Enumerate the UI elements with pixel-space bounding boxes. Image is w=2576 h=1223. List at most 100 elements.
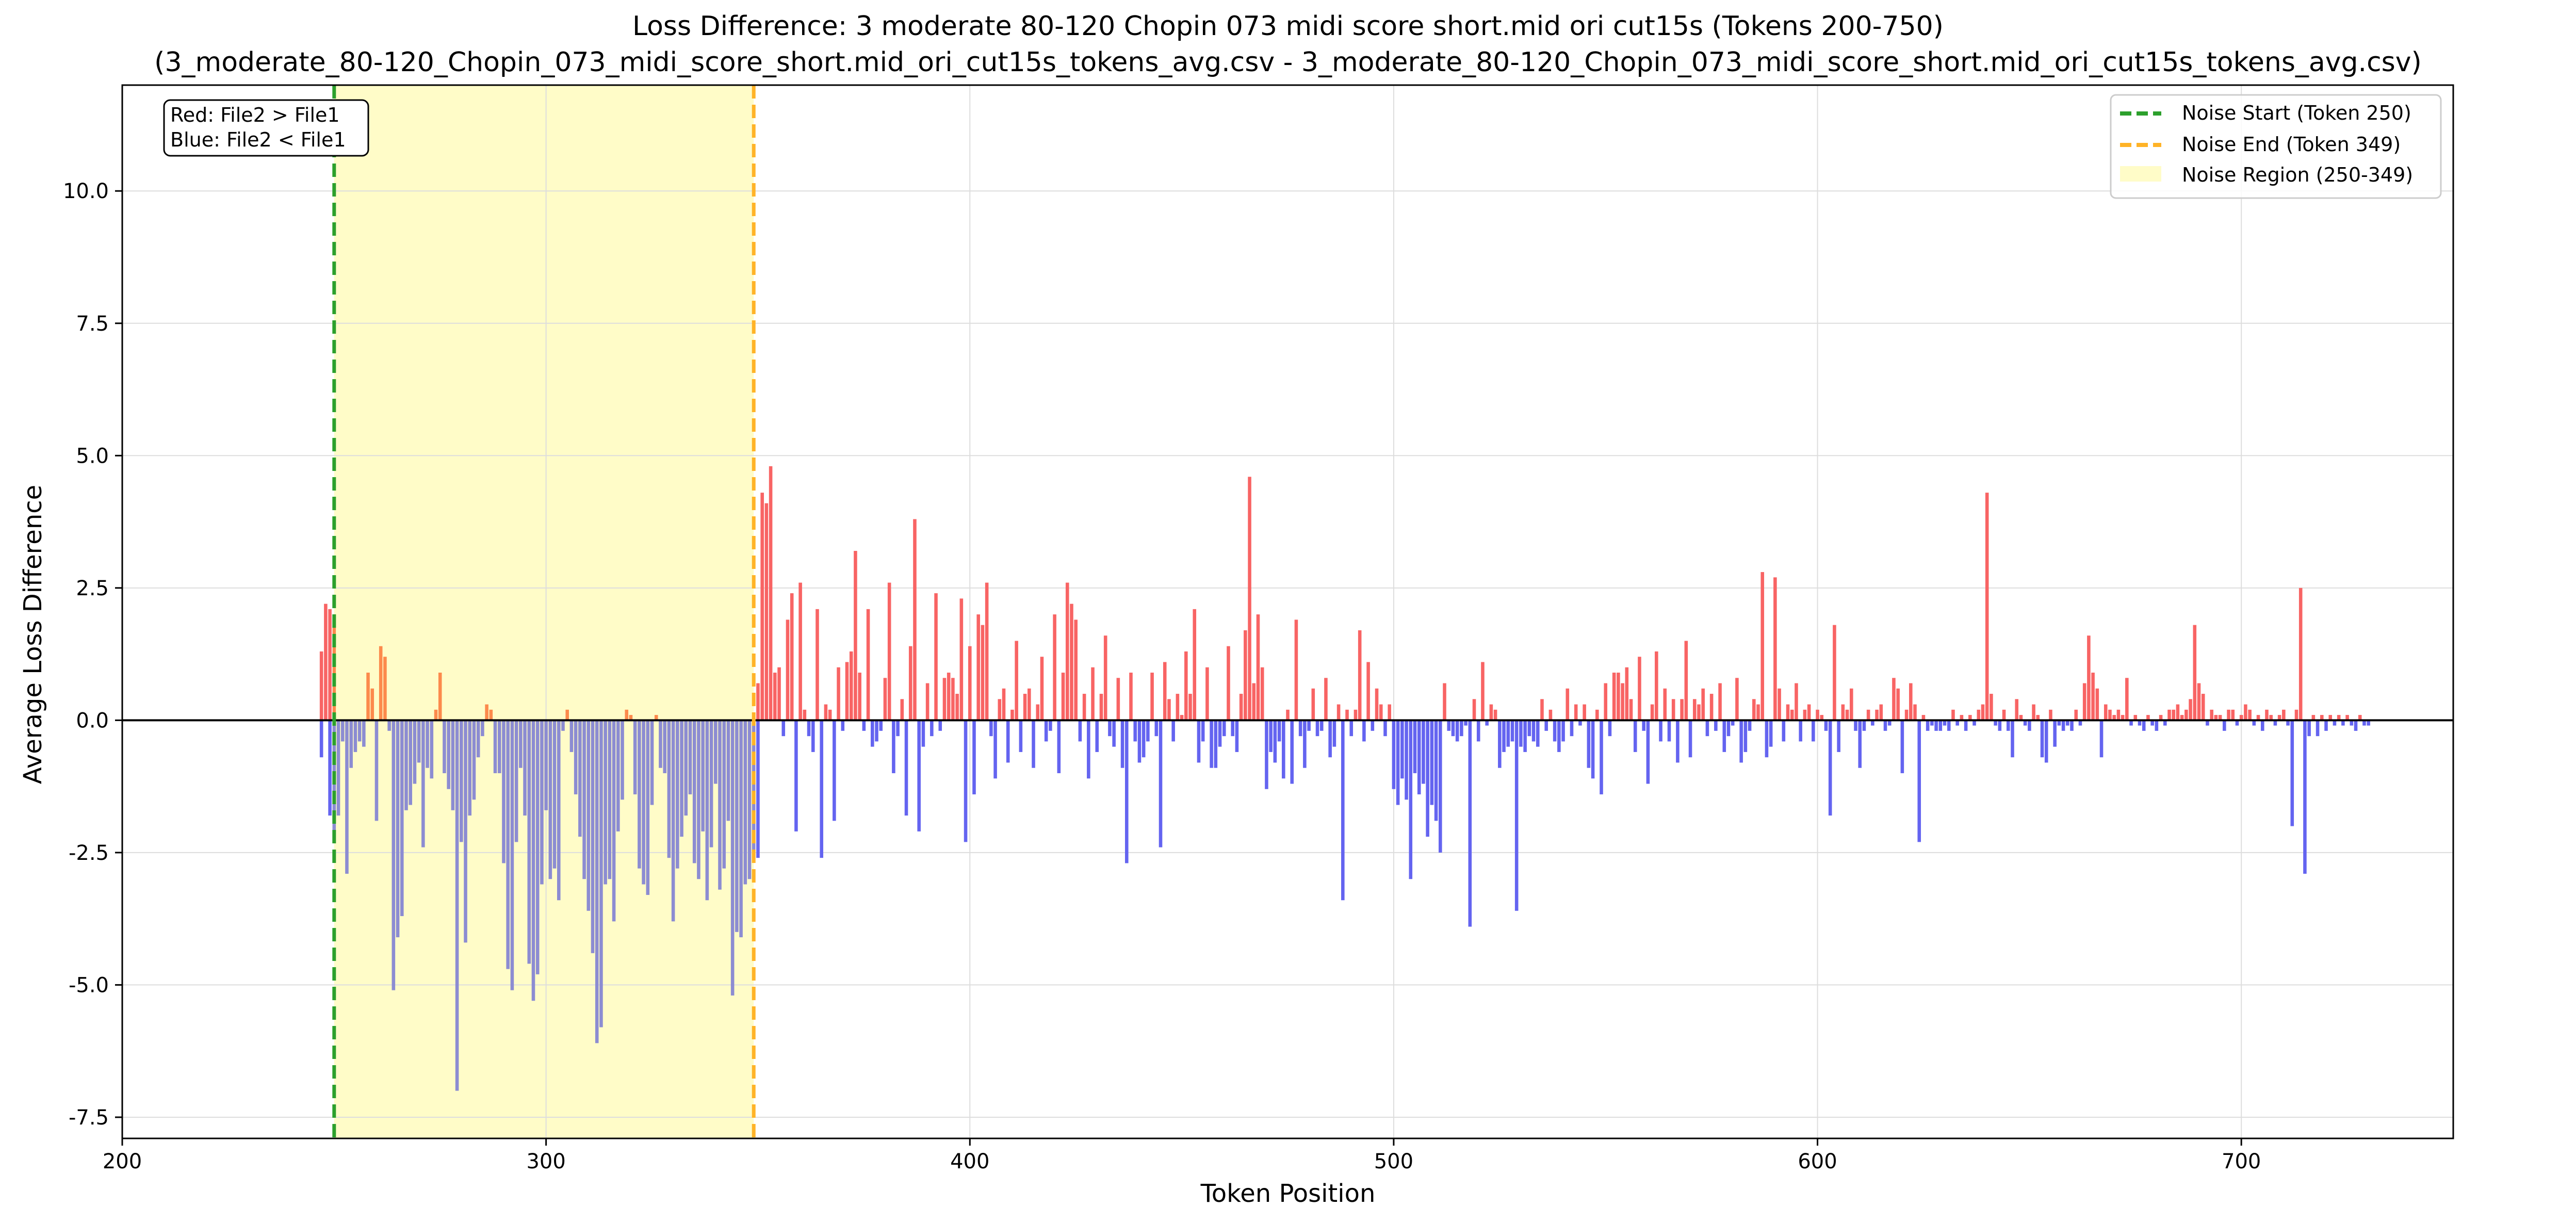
bar <box>1015 641 1018 721</box>
bar <box>1481 662 1485 721</box>
bar <box>1265 720 1268 789</box>
bar <box>1430 720 1434 805</box>
bar <box>1548 709 1553 721</box>
bar <box>1214 720 1218 768</box>
x-tick-label: 700 <box>2222 1150 2261 1173</box>
bar <box>578 720 582 837</box>
bar <box>887 582 891 721</box>
bar <box>1061 673 1065 721</box>
bar <box>2133 715 2138 721</box>
bar <box>1205 667 1209 721</box>
bar <box>1167 699 1171 721</box>
bar <box>2040 720 2044 758</box>
bar <box>2324 720 2328 731</box>
bar <box>1849 688 1853 721</box>
bar <box>2057 720 2061 726</box>
bar <box>2036 715 2040 721</box>
bar <box>1413 720 1417 773</box>
bar <box>2223 720 2226 731</box>
bar <box>1315 720 1319 737</box>
bar <box>1146 720 1150 742</box>
bar <box>1006 720 1010 763</box>
y-axis-label: Average Loss Difference <box>19 485 47 784</box>
bar <box>2362 720 2366 726</box>
bar <box>2108 709 2112 721</box>
bar <box>1709 694 1714 721</box>
bar <box>2244 704 2247 721</box>
bar <box>1485 720 1489 726</box>
bar <box>1070 604 1073 721</box>
bar <box>1354 709 1358 721</box>
bar <box>701 720 705 831</box>
bar <box>2129 720 2133 726</box>
bar <box>833 720 836 821</box>
bar <box>1816 709 1819 721</box>
bar <box>599 720 603 1028</box>
bar <box>1913 704 1917 721</box>
bar <box>1311 688 1315 721</box>
bar <box>1439 720 1442 853</box>
x-tick-label: 400 <box>950 1150 989 1173</box>
bar <box>2044 720 2048 763</box>
bar <box>2150 720 2154 726</box>
bar <box>756 720 760 858</box>
bar <box>718 720 722 890</box>
bar <box>1099 694 1103 721</box>
bar <box>680 720 683 837</box>
bar <box>2298 588 2303 721</box>
bar <box>2074 709 2078 721</box>
bar <box>1833 625 1836 721</box>
bar <box>1184 651 1188 721</box>
bar <box>1684 641 1688 721</box>
bar <box>2265 709 2269 721</box>
bar <box>2269 715 2273 721</box>
legend: Noise Start (Token 250) Noise End (Token… <box>2110 94 2442 199</box>
bar <box>523 720 527 816</box>
annotation-line-blue: Blue: File2 < File1 <box>170 128 346 151</box>
bar <box>659 720 662 768</box>
y-tick-label: -5.0 <box>69 973 109 997</box>
bar <box>1904 709 1909 721</box>
legend-noise-start-label: Noise Start (Token 250) <box>2182 102 2411 124</box>
bar <box>976 614 980 721</box>
bar <box>519 720 523 768</box>
bar <box>1129 673 1133 721</box>
bar <box>2214 715 2218 721</box>
bar <box>1074 619 1078 721</box>
bar <box>2367 720 2370 726</box>
bar <box>1531 720 1536 742</box>
bar <box>531 720 535 1001</box>
bar <box>1629 699 1633 721</box>
bar <box>1252 683 1256 721</box>
bar <box>1116 678 1120 721</box>
bar <box>2028 720 2031 731</box>
bar <box>1400 720 1404 779</box>
bar <box>1307 720 1311 731</box>
noise-region <box>334 85 754 1138</box>
bar <box>1358 630 1362 721</box>
bar <box>1934 720 1938 731</box>
bar <box>2316 720 2320 737</box>
bar <box>1807 704 1811 721</box>
bar <box>739 720 743 938</box>
bar <box>1650 704 1654 721</box>
bar <box>349 720 353 768</box>
bar <box>1570 720 1574 737</box>
bar <box>1269 720 1273 752</box>
bar <box>803 709 807 721</box>
bar <box>1947 720 1951 731</box>
bar <box>1197 720 1201 763</box>
bar <box>1837 720 1840 752</box>
bar <box>646 720 650 895</box>
bar <box>1930 720 1934 726</box>
bar <box>2273 720 2277 726</box>
bar <box>875 720 878 742</box>
bar <box>688 720 692 795</box>
bar <box>1680 699 1684 721</box>
bar <box>1049 720 1052 731</box>
bar <box>1227 646 1230 721</box>
bar <box>921 720 925 747</box>
bar <box>1324 678 1328 721</box>
bar <box>654 715 658 721</box>
